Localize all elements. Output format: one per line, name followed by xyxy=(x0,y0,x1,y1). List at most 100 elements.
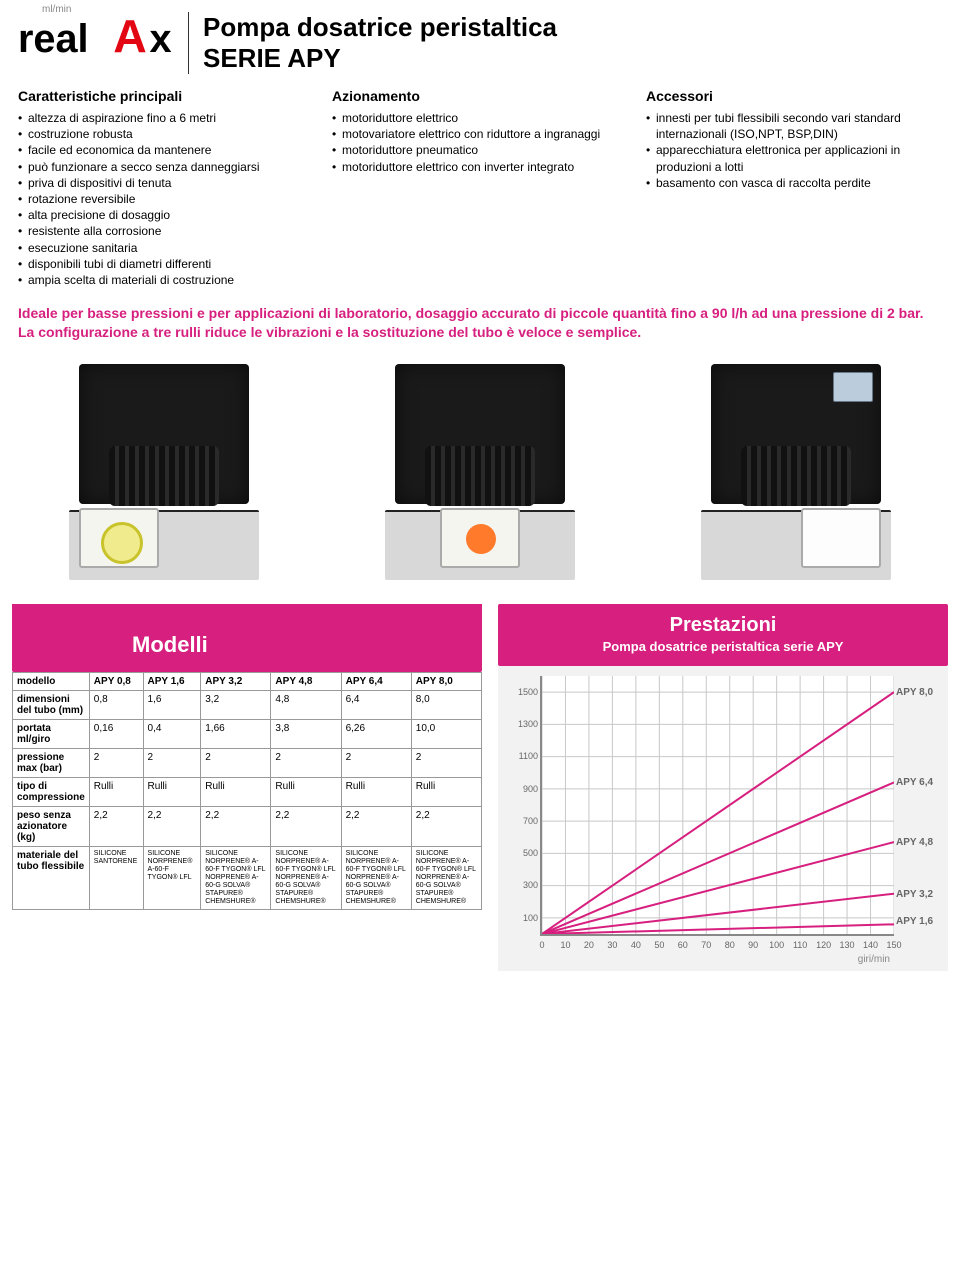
feature-item: motovariatore elettrico con riduttore a … xyxy=(332,126,628,142)
x-tick-label: 100 xyxy=(769,940,784,950)
feature-item: ampia scelta di materiali di costruzione xyxy=(18,272,314,288)
table-cell: 6,26 xyxy=(341,719,411,748)
pump-image-1 xyxy=(69,364,259,580)
perf-heading-2: Pompa dosatrice peristaltica serie APY xyxy=(506,639,940,654)
table-cell: 10,0 xyxy=(411,719,481,748)
row-label: pressione max (bar) xyxy=(13,748,90,777)
series-label: APY 6,4 xyxy=(896,777,940,788)
table-row: dimensioni del tubo (mm)0,81,63,24,86,48… xyxy=(13,690,482,719)
feature-item: priva di dispositivi di tenuta xyxy=(18,175,314,191)
x-tick-label: 10 xyxy=(560,940,570,950)
x-tick-label: 130 xyxy=(840,940,855,950)
row-label: peso senza azionatore (kg) xyxy=(13,806,90,846)
table-cell: 6,4 xyxy=(341,690,411,719)
row-label: tipo di compressione xyxy=(13,777,90,806)
perf-heading-1: Prestazioni xyxy=(506,614,940,637)
table-cell: Rulli xyxy=(143,777,201,806)
column-heading: Azionamento xyxy=(332,88,628,104)
table-cell: 2,2 xyxy=(143,806,201,846)
x-tick-label: 120 xyxy=(816,940,831,950)
table-cell: 0,8 xyxy=(89,690,143,719)
y-tick-label: 900 xyxy=(508,784,538,794)
feature-item: innesti per tubi flessibili secondo vari… xyxy=(646,110,942,142)
series-label: APY 3,2 xyxy=(896,889,940,900)
y-tick-label: 300 xyxy=(508,880,538,890)
table-cell: APY 0,8 xyxy=(89,672,143,690)
feature-column: Caratteristiche principalialtezza di asp… xyxy=(18,88,314,288)
table-cell: 1,66 xyxy=(201,719,271,748)
table-cell: APY 6,4 xyxy=(341,672,411,690)
y-tick-label: 1500 xyxy=(508,687,538,697)
table-cell: SILICONE NORPRENE® A-60-F TYGON® LFL NOR… xyxy=(341,846,411,909)
feature-item: altezza di aspirazione fino a 6 metri xyxy=(18,110,314,126)
table-cell: Rulli xyxy=(271,777,341,806)
feature-column: Accessori innesti per tubi flessibili sec… xyxy=(646,88,942,288)
feature-item: apparecchiatura elettronica per applicaz… xyxy=(646,142,942,174)
feature-column: Azionamento motoriduttore elettricomotova… xyxy=(332,88,628,288)
table-cell: 2 xyxy=(143,748,201,777)
performance-panel: Prestazioni Pompa dosatrice peristaltica… xyxy=(498,604,948,971)
feature-item: motoriduttore elettrico con inverter int… xyxy=(332,159,628,175)
title-line-2: SERIE APY xyxy=(203,43,942,74)
feature-item: resistente alla corrosione xyxy=(18,223,314,239)
x-tick-label: 140 xyxy=(863,940,878,950)
series-label: APY 4,8 xyxy=(896,837,940,848)
row-label: dimensioni del tubo (mm) xyxy=(13,690,90,719)
y-axis-title: ml/min xyxy=(42,4,71,15)
table-cell: SILICONE NORPRENE® A-60-F TYGON® LFL NOR… xyxy=(201,846,271,909)
x-tick-label: 40 xyxy=(631,940,641,950)
table-cell: 0,16 xyxy=(89,719,143,748)
performance-chart: ml/min 100300500700900110013001500010203… xyxy=(498,666,948,971)
x-tick-label: 150 xyxy=(886,940,901,950)
table-cell: 0,4 xyxy=(143,719,201,748)
feature-item: può funzionare a secco senza danneggiars… xyxy=(18,159,314,175)
table-row: tipo di compressioneRulliRulliRulliRulli… xyxy=(13,777,482,806)
feature-item: motoriduttore pneumatico xyxy=(332,142,628,158)
y-tick-label: 500 xyxy=(508,848,538,858)
pump-image-3 xyxy=(701,364,891,580)
table-cell: 2,2 xyxy=(341,806,411,846)
table-cell: 3,2 xyxy=(201,690,271,719)
table-cell: 2 xyxy=(341,748,411,777)
feature-item: alta precisione di dosaggio xyxy=(18,207,314,223)
table-cell: Rulli xyxy=(201,777,271,806)
feature-item: motoriduttore elettrico xyxy=(332,110,628,126)
models-panel: Modelli modelloAPY 0,8APY 1,6APY 3,2APY … xyxy=(12,604,482,910)
x-tick-label: 30 xyxy=(607,940,617,950)
table-row: materiale del tubo flessibileSILICONE SA… xyxy=(13,846,482,909)
table-cell: APY 8,0 xyxy=(411,672,481,690)
column-heading: Accessori xyxy=(646,88,942,104)
series-label: APY 8,0 xyxy=(896,687,940,698)
feature-item: esecuzione sanitaria xyxy=(18,240,314,256)
table-cell: Rulli xyxy=(411,777,481,806)
table-cell: 2 xyxy=(271,748,341,777)
x-tick-label: 80 xyxy=(725,940,735,950)
row-label: modello xyxy=(13,672,90,690)
page-title: Pompa dosatrice peristaltica SERIE APY xyxy=(188,12,942,74)
table-cell: 1,6 xyxy=(143,690,201,719)
description: Ideale per basse pressioni e per applica… xyxy=(0,298,960,354)
table-cell: 8,0 xyxy=(411,690,481,719)
y-tick-label: 1300 xyxy=(508,719,538,729)
models-table: modelloAPY 0,8APY 1,6APY 3,2APY 4,8APY 6… xyxy=(12,672,482,910)
x-tick-label: 0 xyxy=(539,940,544,950)
table-row: peso senza azionatore (kg)2,22,22,22,22,… xyxy=(13,806,482,846)
product-images xyxy=(0,354,960,604)
y-tick-label: 1100 xyxy=(508,751,538,761)
table-cell: 4,8 xyxy=(271,690,341,719)
table-cell: SILICONE SANTORENE xyxy=(89,846,143,909)
feature-item: rotazione reversibile xyxy=(18,191,314,207)
table-cell: 2 xyxy=(89,748,143,777)
table-cell: 2,2 xyxy=(201,806,271,846)
y-tick-label: 700 xyxy=(508,816,538,826)
table-row: pressione max (bar)222222 xyxy=(13,748,482,777)
table-cell: APY 3,2 xyxy=(201,672,271,690)
table-cell: SILICONE NORPRENE® A-60-F TYGON® LFL xyxy=(143,846,201,909)
title-line-1: Pompa dosatrice peristaltica xyxy=(203,12,942,43)
table-cell: Rulli xyxy=(341,777,411,806)
table-cell: SILICONE NORPRENE® A-60-F TYGON® LFL NOR… xyxy=(271,846,341,909)
x-tick-label: 110 xyxy=(793,940,807,950)
table-cell: 2 xyxy=(411,748,481,777)
pump-image-2 xyxy=(385,364,575,580)
feature-item: facile ed economica da mantenere xyxy=(18,142,314,158)
